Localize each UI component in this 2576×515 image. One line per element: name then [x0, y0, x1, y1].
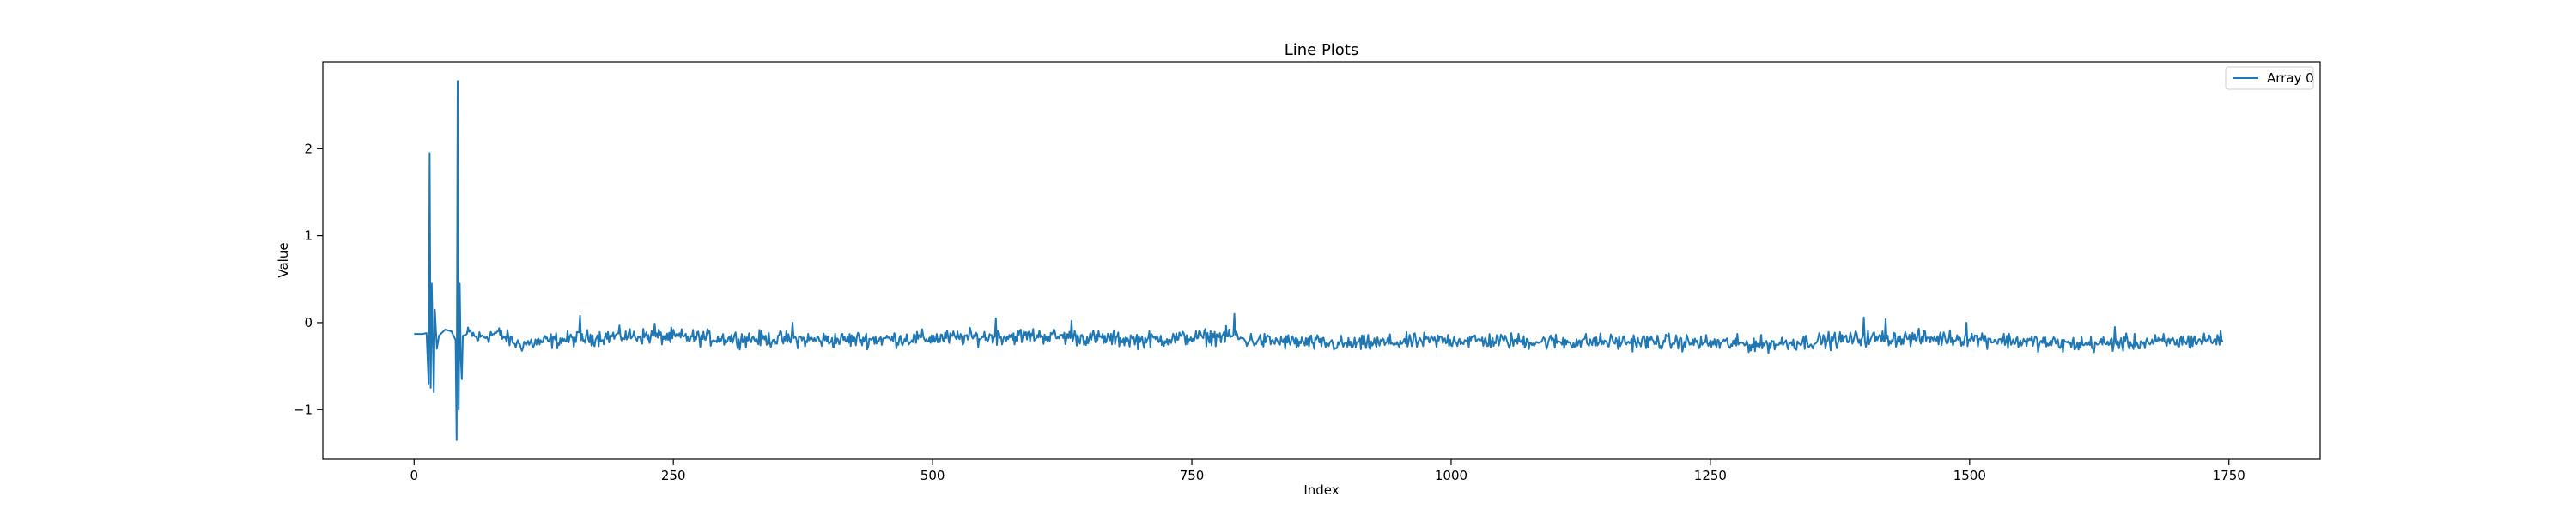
legend: Array 0: [2225, 66, 2314, 90]
x-axis: 0 250 500 750 1000 1250 1500 1750: [410, 459, 2245, 483]
x-tick-label: 750: [1180, 468, 1205, 483]
x-tick-label: 1250: [1694, 468, 1727, 483]
plot-frame: [322, 61, 2321, 460]
plot-area: [322, 61, 2321, 460]
x-axis-label: Index: [1303, 482, 1339, 498]
legend-entry-array-0: Array 0: [2267, 70, 2314, 86]
y-tick-label: 2: [304, 141, 313, 156]
y-axis: −1 0 1 2: [294, 141, 323, 417]
x-tick-label: 0: [410, 468, 419, 483]
legend-box: [2225, 66, 2314, 90]
x-tick-label: 1000: [1435, 468, 1467, 483]
x-tick-label: 1500: [1953, 468, 1986, 483]
y-tick-label: 1: [304, 228, 313, 244]
chart-title: Line Plots: [1285, 41, 1359, 59]
y-tick-label: 0: [304, 315, 313, 330]
y-tick-label: −1: [294, 402, 313, 417]
x-tick-label: 250: [661, 468, 686, 483]
x-tick-label: 1750: [2213, 468, 2245, 483]
y-axis-label: Value: [276, 242, 291, 277]
series-line-array-0: [414, 80, 2224, 441]
x-tick-label: 500: [920, 468, 945, 483]
